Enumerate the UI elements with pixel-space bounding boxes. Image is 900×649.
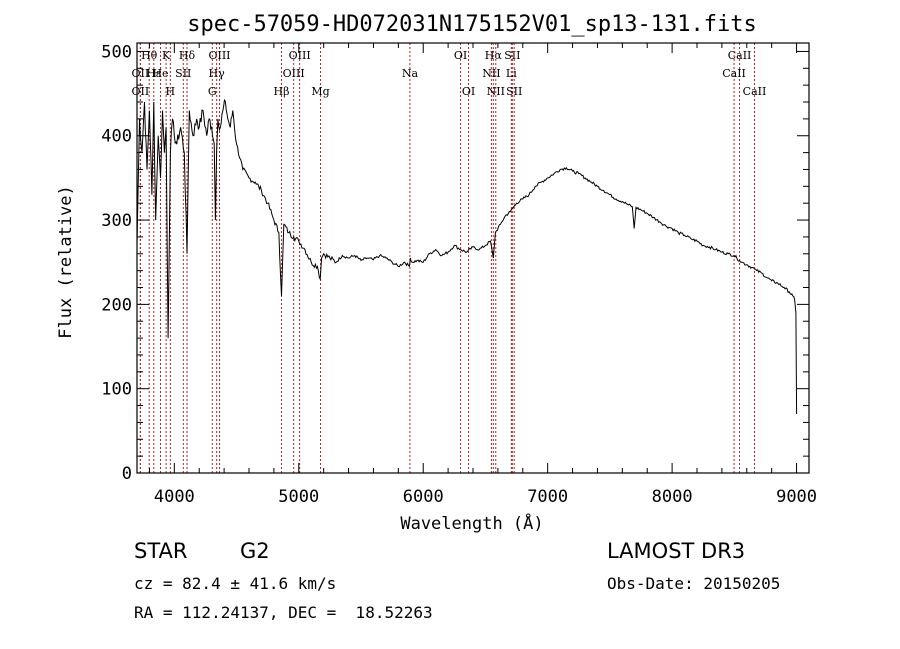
spectral-line-label: NII [482,67,500,80]
spectral-line-label: OII [132,85,150,98]
sky-coordinates: RA = 112.24137, DEC = 18.52263 [134,603,433,622]
spectral-line-label: OIII [208,49,230,62]
spectral-line-label: Hα [485,49,503,62]
redshift-velocity: cz = 82.4 ± 41.6 km/s [134,574,337,593]
y-tick-label: 500 [101,42,132,62]
x-tick-label: 8000 [652,487,693,507]
spectral-line-label: Mg [311,85,329,98]
y-tick-label: 0 [122,464,132,484]
spectral-line-label: G [208,85,217,98]
spectral-line-label: SII [506,85,522,98]
observation-date: Obs-Date: 20150205 [607,574,781,593]
spectral-line-label: OIII [289,49,311,62]
x-axis-label: Wavelength (Å) [400,512,543,534]
survey-name: LAMOST DR3 [607,539,746,563]
spectral-line-label: Na [402,67,419,80]
x-tick-label: 7000 [527,487,568,507]
y-axis-label: Flux (relative) [56,185,76,339]
x-tick-label: 9000 [776,487,817,507]
spectral-line-label: CaII [722,67,746,80]
spectral-line-label: Hβ [274,85,290,98]
spectral-line-label: OI [454,49,467,62]
spectral-line-label: Hε [146,67,162,80]
y-tick-label: 400 [101,127,132,147]
x-tick-label: 4000 [154,487,195,507]
spectral-line-label: Hδ [179,49,196,62]
spectrum-flux-line [136,99,798,415]
spectral-line-label: OII [132,67,150,80]
spectral-line-label: SII [175,67,191,80]
x-tick-label: 5000 [278,487,319,507]
y-tick-label: 100 [101,380,132,400]
spectral-line-label: K [162,49,171,62]
chart-title: spec-57059-HD072031N175152V01_sp13-131.f… [187,12,757,37]
object-subclass: G2 [240,539,270,563]
object-type: STAR [134,539,188,563]
spectral-line-label: CaII [728,49,752,62]
y-tick-label: 200 [101,295,132,315]
plot-frame [136,42,810,474]
spectral-line-label: H [166,85,176,98]
spectral-line-label: OI [462,85,475,98]
spectral-line-label: He [152,67,168,80]
y-tick-label: 300 [101,211,132,231]
x-tick-label: 6000 [403,487,444,507]
spectral-line-label: SII [504,49,520,62]
spectral-line-label: CaII [743,85,767,98]
spectral-line-label: Li [506,67,517,80]
spectral-line-label: OIII [283,67,305,80]
spectral-line-label: Hγ [209,67,226,80]
spectral-line-label: NII [487,85,505,98]
